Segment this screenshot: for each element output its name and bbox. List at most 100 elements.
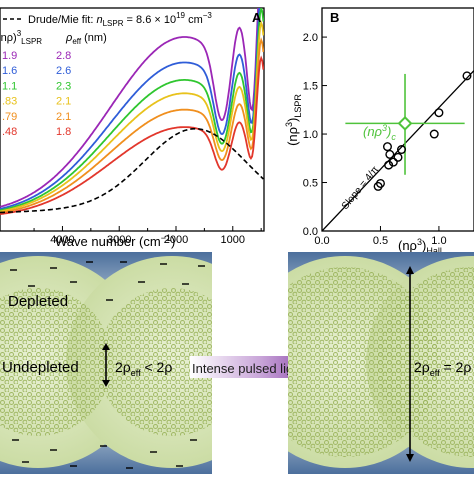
data-point-3: [382, 142, 392, 152]
y-tick-label-1.0: 1.0: [303, 129, 318, 141]
panel-a-frame: [0, 7, 265, 232]
critical-label: (nρ3)c: [363, 123, 396, 142]
series-line-1: [0, 8, 259, 208]
rho-left-text: 2ρ: [115, 359, 131, 375]
legend-rho-2: 2.6: [56, 65, 71, 77]
panel-a-series: [0, 8, 264, 216]
col2-header-text: ρ: [65, 32, 72, 44]
col2-header-unit: (nm): [81, 32, 107, 44]
legend-fit-unit: cm: [185, 14, 203, 26]
col2-header-sub: eff: [72, 37, 82, 46]
c-label-sup: 3: [382, 123, 387, 133]
y-tick-label-0.5: 0.5: [303, 178, 318, 190]
legend-fit-exp: 19: [176, 11, 185, 20]
bottom-right-illustration: 2ρeff = 2ρ: [288, 252, 474, 474]
x-tick-label-3000: 3000: [107, 234, 131, 246]
panel-a-x-ticks: 4000 3000 2000 1000: [33, 226, 262, 246]
legend-rho-4: 2.1: [56, 96, 71, 108]
data-point-4: [384, 160, 394, 170]
series-line-3: [0, 8, 264, 212]
xlabel-close: ): [171, 234, 175, 249]
x-tick-label-1000: 1000: [221, 234, 245, 246]
panel-b-label: B: [330, 10, 339, 25]
x-tick-label-2000: 2000: [164, 234, 188, 246]
bottom-left-illustration: Depleted Undepleted 2ρeff < 2ρ: [0, 252, 212, 474]
data-point-6: [388, 157, 398, 167]
panel-b-ylabel: (nρ3)LSPR: [284, 94, 303, 146]
rho-right-label: 2ρeff = 2ρ: [414, 359, 471, 378]
critical-point-marker: [397, 115, 413, 131]
nanocrystal-core-left-2: [98, 288, 212, 436]
legend-np3-1: 1.9: [2, 50, 17, 62]
legend-np3-2: 1.6: [2, 65, 17, 77]
c-label-close: ): [385, 124, 391, 139]
rho-left-sub: eff: [131, 368, 141, 378]
legend-rho-1: 2.8: [56, 50, 71, 62]
xlabel-b-sub: Hall: [426, 246, 442, 256]
panel-b-labels: 0.0 0.5 1.0 1.5 2.0 0.0 0.5 1.0: [303, 32, 447, 247]
xlabel-exp: −1: [161, 233, 171, 243]
legend-fit: Drude/Mie fit: nLSPR = 8.6 × 1019 cm−3: [28, 11, 212, 28]
panel-b-ticks: [321, 36, 440, 232]
legend-fit-sub: LSPR: [103, 19, 124, 28]
legend-fit-unit-exp: −3: [203, 11, 213, 20]
electron-marks-left: [10, 261, 205, 469]
series-line-2: [0, 8, 261, 210]
panel-b: B 0.00.51.01.52.00.0 0.5 1.0 (nρ3)LSPR (nρ…: [284, 7, 474, 256]
depleted-label: Depleted: [8, 293, 68, 310]
data-point-10: [434, 108, 444, 118]
rho-left-rest: < 2ρ: [141, 359, 173, 375]
undepleted-label: Undepleted: [2, 359, 79, 376]
series-line-5: [0, 37, 264, 214]
rho-left-label: 2ρeff < 2ρ: [115, 359, 172, 378]
panel-a: 4000 3000 2000 1000 A Drude/Mie fit: nLSPR …: [0, 7, 265, 249]
arrow-label: Intense pulsed light: [192, 361, 304, 376]
c-label-sub: c: [391, 132, 396, 142]
legend-col2-header: ρeff (nm): [65, 32, 107, 46]
data-point-5: [385, 149, 395, 159]
legend-np3-4: .83: [2, 96, 17, 108]
ylabel-sup: 3: [284, 122, 294, 127]
xb-tick-label-0.0: 0.0: [314, 235, 329, 247]
legend-fit-label: Drude/Mie fit:: [28, 14, 96, 26]
col1-header-sub: LSPR: [21, 37, 42, 46]
xlabel-text: Wave number (cm: [55, 234, 161, 249]
panel-a-legend-rows: 1.9 2.8 1.6 2.6 1.1 2.3 .83 2.1 .79 2.1 .48 1.8: [2, 50, 71, 138]
rho-left-arrow-down: [102, 380, 110, 387]
panel-b-xlabel: (nρ3)Hall: [398, 237, 442, 256]
data-point-11: [462, 71, 472, 81]
legend-np3-5: .79: [2, 111, 17, 123]
data-point-2: [375, 178, 385, 188]
c-label-text: (nρ: [363, 124, 383, 139]
legend-rho-5: 2.1: [56, 111, 71, 123]
ylabel-sub: LSPR: [293, 94, 303, 118]
legend-np3-3: 1.1: [2, 80, 17, 92]
legend-rho-6: 1.8: [56, 126, 71, 138]
panel-b-frame: [321, 7, 474, 232]
nanocrystal-core-right-2: [377, 267, 474, 457]
panel-b-plot: [322, 70, 474, 231]
rho-right-arrow-down: [406, 454, 414, 462]
xb-tick-label-1.0: 1.0: [431, 235, 446, 247]
data-point-7: [393, 152, 403, 162]
legend-fit-value: = 8.6 × 10: [124, 14, 177, 26]
y-tick-label-1.5: 1.5: [303, 81, 318, 93]
legend-col1-header: (nρ)3LSPR: [0, 29, 42, 46]
ylabel-text: (nρ: [285, 127, 300, 146]
rho-left-arrow-up: [102, 343, 110, 350]
data-point-9: [429, 129, 439, 139]
rho-right-sub: eff: [430, 368, 440, 378]
series-line-6: [0, 55, 264, 216]
rho-right-arrow-up: [406, 266, 414, 274]
ylabel-close: ): [285, 118, 300, 122]
xlabel-b-text: (nρ: [398, 238, 417, 253]
legend-fit-n: n: [96, 14, 102, 26]
fit-line: [0, 128, 264, 214]
y-tick-label-0.0: 0.0: [303, 226, 318, 238]
data-point-8: [397, 145, 407, 155]
y-tick-label-2.0: 2.0: [303, 32, 318, 44]
rho-right-rest: = 2ρ: [440, 359, 472, 375]
xlabel-b-sup: 3: [417, 237, 422, 247]
